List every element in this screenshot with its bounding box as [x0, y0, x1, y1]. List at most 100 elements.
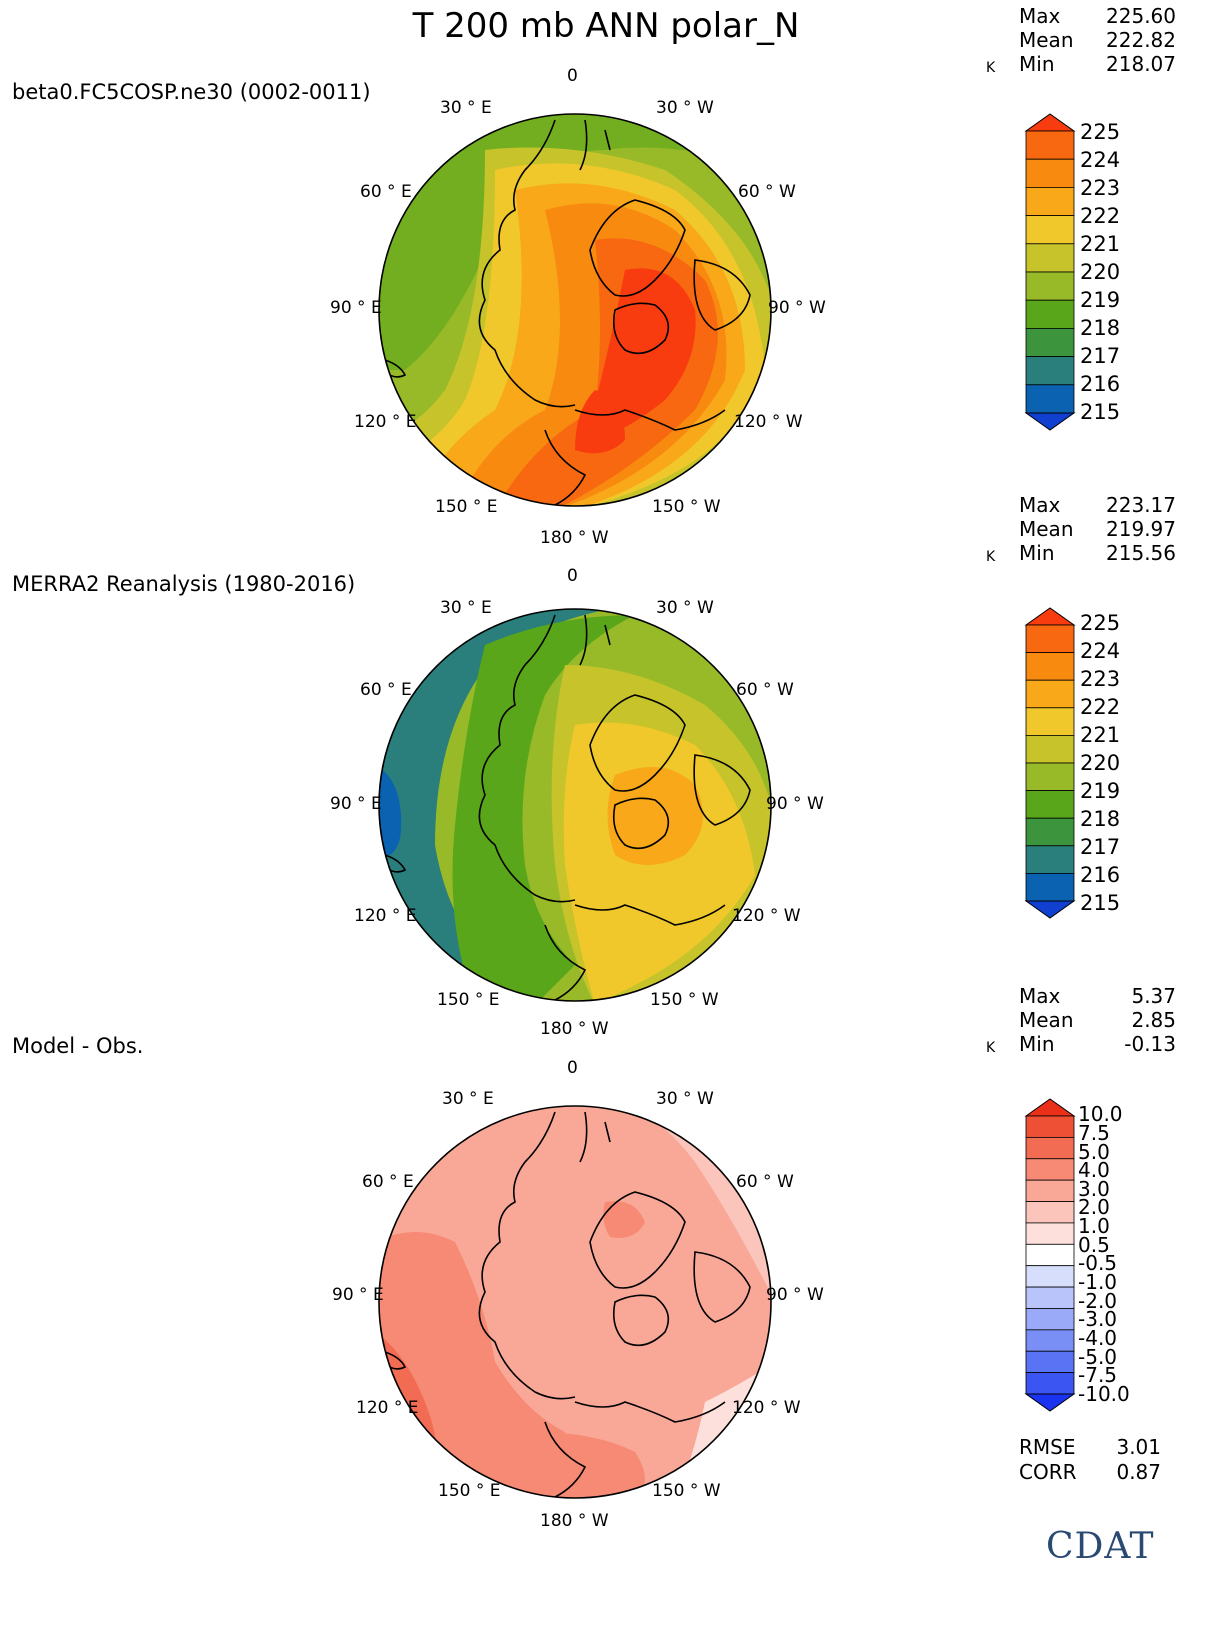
colorbar-tick-label: -5.0 [1078, 1345, 1118, 1369]
panel-2-label: MERRA2 Reanalysis (1980-2016) [12, 572, 356, 596]
colorbar-swatch [1025, 158, 1075, 188]
lon-label: 180 ° W [540, 528, 609, 548]
colorbar-tick-label: 225 [1080, 120, 1121, 144]
lon-label: 30 ° E [440, 598, 492, 618]
colorbar-tick-label: 221 [1080, 723, 1121, 747]
colorbar-tick-label: 219 [1080, 779, 1121, 803]
stat-label: Max [1019, 493, 1061, 517]
lon-label: 90 ° W [766, 1285, 824, 1305]
colorbar-swatch [1025, 1201, 1075, 1224]
stat-mean: 219.97 [1106, 517, 1176, 541]
colorbar-over-arrow [1024, 607, 1076, 626]
colorbar-tick-label: 10.0 [1078, 1102, 1123, 1126]
colorbar-tick-label: 223 [1080, 667, 1121, 691]
colorbar-swatch [1025, 652, 1075, 681]
colorbar-over-arrow [1024, 113, 1076, 132]
cdat-logo: CDAT [1046, 1526, 1155, 1567]
colorbar-tick-label: -7.5 [1078, 1363, 1118, 1387]
lon-label: 90 ° E [330, 794, 382, 814]
colorbar-swatch [1025, 624, 1075, 654]
colorbar-tick-label: 4.0 [1078, 1158, 1110, 1182]
panel-2-stats: Max 223.17 Mean 219.97 K Min 215.56 [986, 493, 1176, 565]
polar-map-diff [378, 1105, 772, 1499]
stat-units: K [986, 1040, 996, 1056]
stat-label: Min [1019, 541, 1055, 565]
colorbar-tick-label: 216 [1080, 863, 1121, 887]
colorbar-swatch [1025, 1286, 1075, 1309]
lon-label: 150 ° E [435, 497, 498, 517]
stat-mean: 222.82 [1106, 28, 1176, 52]
colorbar-tick-label: 1.0 [1078, 1214, 1110, 1238]
colorbar-tick-label: 0.5 [1078, 1233, 1110, 1257]
lon-label: 60 ° W [736, 1172, 794, 1192]
colorbar-swatch [1025, 1158, 1075, 1181]
metrics-block: RMSE 3.01 CORR 0.87 [1019, 1435, 1161, 1485]
lon-label: 120 ° W [732, 1398, 801, 1418]
lon-label: 150 ° E [437, 990, 500, 1010]
colorbar-tick-label: 3.0 [1078, 1177, 1110, 1201]
lon-label: 60 ° E [360, 680, 412, 700]
lon-label: 60 ° E [360, 182, 412, 202]
colorbar-swatch [1025, 1243, 1075, 1267]
stat-label: Mean [1019, 28, 1074, 52]
colorbar-swatch [1025, 1350, 1075, 1374]
colorbar-swatch [1025, 356, 1075, 386]
colorbar-swatch [1025, 872, 1075, 902]
colorbar-under-arrow [1024, 412, 1076, 431]
stat-units: K [986, 549, 996, 565]
lon-label: 150 ° E [438, 1481, 501, 1501]
stat-units: K [986, 60, 996, 76]
lon-label: 150 ° W [652, 497, 721, 517]
lon-label: 120 ° W [732, 906, 801, 926]
lon-label: 30 ° E [442, 1089, 494, 1109]
colorbar-swatch [1025, 1136, 1075, 1160]
colorbar-swatch [1025, 1265, 1075, 1288]
stat-max: 223.17 [1106, 493, 1176, 517]
colorbar-swatch [1025, 817, 1075, 847]
colorbar-tick-label: 218 [1080, 807, 1121, 831]
lon-label: 90 ° E [332, 1285, 384, 1305]
colorbar-swatch [1025, 1372, 1075, 1395]
stat-min: 218.07 [1106, 52, 1176, 76]
colorbar-swatch [1025, 1179, 1075, 1202]
colorbar-swatch [1025, 845, 1075, 874]
colorbar-tick-label: -2.0 [1078, 1289, 1118, 1313]
colorbar-tick-label: -1.0 [1078, 1270, 1118, 1294]
colorbar-swatch [1025, 187, 1075, 217]
colorbar-temperature-obs [1024, 607, 1076, 919]
lon-label: 90 ° E [330, 298, 382, 318]
colorbar-tick-label: 222 [1080, 695, 1121, 719]
colorbar-difference [1024, 1098, 1076, 1412]
stat-label: Max [1019, 4, 1061, 28]
lon-label: 0 [567, 1058, 578, 1078]
colorbar-under-arrow [1024, 900, 1076, 919]
colorbar-temperature-model [1024, 113, 1076, 431]
corr-label: CORR [1019, 1460, 1077, 1484]
colorbar-tick-label: 215 [1080, 891, 1121, 915]
colorbar-swatch [1025, 271, 1075, 301]
lon-label: 180 ° W [540, 1019, 609, 1039]
colorbar-swatch [1025, 762, 1075, 792]
lon-label: 30 ° E [440, 98, 492, 118]
lon-label: 90 ° W [768, 298, 826, 318]
lon-label: 60 ° W [738, 182, 796, 202]
colorbar-tick-label: 220 [1080, 260, 1121, 284]
colorbar-tick-label: 217 [1080, 344, 1121, 368]
colorbar-swatch [1025, 1222, 1075, 1245]
colorbar-swatch [1025, 384, 1075, 414]
stat-max: 225.60 [1106, 4, 1176, 28]
stat-label: Mean [1019, 1008, 1074, 1032]
colorbar-swatch [1025, 1115, 1075, 1138]
colorbar-tick-label: -0.5 [1078, 1251, 1118, 1275]
colorbar-tick-label: 220 [1080, 751, 1121, 775]
colorbar-tick-label: 216 [1080, 372, 1121, 396]
stat-label: Min [1019, 52, 1055, 76]
colorbar-tick-label: 2.0 [1078, 1195, 1110, 1219]
colorbar-tick-label: 219 [1080, 288, 1121, 312]
colorbar-swatch [1025, 243, 1075, 273]
page-title: T 200 mb ANN polar_N [412, 6, 800, 46]
colorbar-tick-label: 215 [1080, 400, 1121, 424]
lon-label: 120 ° E [354, 412, 417, 432]
colorbar-over-arrow [1024, 1098, 1076, 1117]
lon-label: 60 ° E [362, 1172, 414, 1192]
